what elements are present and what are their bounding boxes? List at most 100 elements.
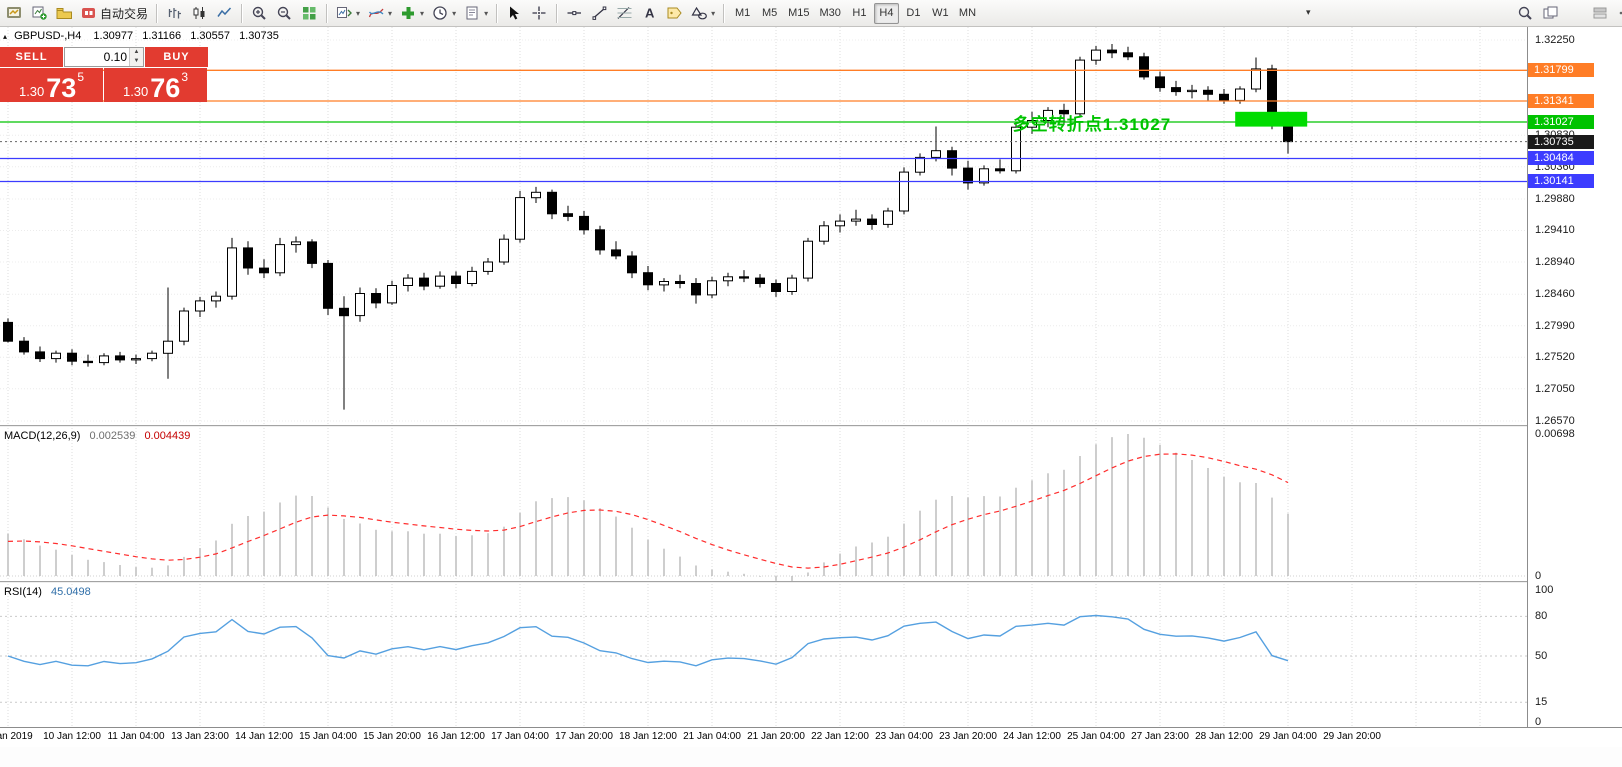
shapes-icon[interactable]: ▾ <box>687 2 719 25</box>
rsi-panel[interactable]: RSI(14) 45.0498 <box>0 584 1527 727</box>
zoom-out-icon[interactable] <box>272 2 297 25</box>
search-icon[interactable] <box>1513 1 1538 24</box>
time-label: 10 Jan 12:00 <box>43 731 101 742</box>
new-window-icon[interactable] <box>1538 1 1563 24</box>
lot-up-icon[interactable]: ▲ <box>130 48 143 57</box>
buy-price-display[interactable]: 1.30 76 3 <box>104 68 207 102</box>
panel-splitter-1[interactable] <box>0 425 1622 428</box>
time-label: 17 Jan 04:00 <box>491 731 549 742</box>
grid <box>0 428 1527 581</box>
chart-annotation-text[interactable]: 多空转折点1.31027 <box>1012 115 1172 135</box>
chevron-down-icon: ▾ <box>420 8 425 18</box>
rsi-scale-50: 50 <box>1535 650 1548 662</box>
sell-price-display[interactable]: 1.30 73 5 <box>0 68 103 102</box>
timeframe-h4[interactable]: H4 <box>873 2 899 24</box>
price-tick: 1.29880 <box>1535 192 1575 205</box>
charts-list-icon[interactable]: ▾ <box>332 2 364 25</box>
rsi-chart <box>0 584 1527 727</box>
buy-price-big: 76 <box>150 73 181 103</box>
chevron-down-icon: ▾ <box>452 8 457 18</box>
macd-signal-line <box>7 453 1289 569</box>
time-label: 28 Jan 12:00 <box>1195 731 1253 742</box>
timeframe-d1[interactable]: D1 <box>901 3 926 24</box>
timeframe-h1[interactable]: H1 <box>847 3 872 24</box>
timeframe-m1[interactable]: M1 <box>730 3 755 24</box>
rsi-line <box>7 614 1289 667</box>
new-chart-icon[interactable] <box>27 2 52 25</box>
profiles-icon[interactable] <box>52 2 77 25</box>
templates-icon[interactable]: ▾ <box>460 2 492 25</box>
periods-icon[interactable]: ▾ <box>428 2 460 25</box>
window-bottom-strip <box>0 747 1622 767</box>
rsi-scale-15: 15 <box>1535 696 1548 709</box>
macd-main-value: 0.002539 <box>89 430 136 442</box>
timeframe-w1[interactable]: W1 <box>928 3 953 24</box>
macd-scale-zero: 0 <box>1535 570 1542 582</box>
svg-text:A: A <box>645 6 655 21</box>
bar-chart-icon[interactable] <box>162 2 187 25</box>
timeframe-m5[interactable]: M5 <box>757 3 782 24</box>
time-label: 23 Jan 20:00 <box>939 731 997 742</box>
rsi-scale-80: 80 <box>1535 610 1548 623</box>
chevron-down-icon: ▾ <box>711 8 716 18</box>
tile-windows-icon[interactable] <box>297 2 322 25</box>
price-badge-1.31799: 1.31799 <box>1528 63 1594 78</box>
zoom-in-icon[interactable] <box>247 2 272 25</box>
time-label: 9 Jan 2019 <box>0 731 33 742</box>
chevron-down-icon: ▾ <box>388 8 393 18</box>
more-icon[interactable] <box>1613 1 1622 24</box>
timeframe-m30[interactable]: M30 <box>816 3 845 24</box>
autotrading-button[interactable]: 自动交易 <box>77 2 152 25</box>
horizontal-line-icon[interactable] <box>562 2 587 25</box>
cursor-icon[interactable] <box>502 2 527 25</box>
price-chart-panel[interactable]: ▴ GBPUSD-,H4 1.30977 1.31166 1.30557 1.3… <box>0 27 1527 425</box>
candlestick-chart-icon[interactable] <box>187 2 212 25</box>
buy-button[interactable]: BUY <box>145 47 208 67</box>
one-click-toggle-icon[interactable]: ▴ <box>3 32 8 41</box>
new-order-icon[interactable]: ▾ <box>396 2 428 25</box>
price-badge-1.30484: 1.30484 <box>1528 151 1594 166</box>
timeframe-mn[interactable]: MN <box>955 3 980 24</box>
lot-down-icon[interactable]: ▼ <box>130 57 143 66</box>
ohlc-open: 1.30977 <box>93 30 134 42</box>
lot-size-field[interactable]: ▲ ▼ <box>64 47 144 67</box>
time-label: 21 Jan 04:00 <box>683 731 741 742</box>
menu-icon[interactable] <box>2 2 27 25</box>
text-icon[interactable]: A <box>637 2 662 25</box>
line-chart-icon[interactable] <box>212 2 237 25</box>
panel-splitter-2[interactable] <box>0 581 1622 584</box>
lot-size-stepper[interactable]: ▲ ▼ <box>129 48 143 66</box>
time-label: 17 Jan 20:00 <box>555 731 613 742</box>
price-badge-1.31027: 1.31027 <box>1528 115 1594 130</box>
macd-histogram <box>7 434 1289 581</box>
toolbar-overflow-chevron[interactable]: ▾ <box>1306 7 1311 17</box>
label-icon[interactable] <box>662 2 687 25</box>
crosshair-icon[interactable] <box>527 2 552 25</box>
indicators-icon[interactable]: ▾ <box>364 2 396 25</box>
trendline-icon[interactable] <box>587 2 612 25</box>
sell-price-big: 73 <box>46 73 77 103</box>
rsi-value: 45.0498 <box>50 586 91 598</box>
time-axis[interactable]: 9 Jan 2019 10 Jan 12:00 11 Jan 04:00 13 Jan… <box>0 727 1622 747</box>
lot-size-input[interactable] <box>65 48 129 66</box>
timeframe-m15[interactable]: M15 <box>784 3 813 24</box>
highlight-rectangle[interactable] <box>1235 111 1308 127</box>
ohlc-close: 1.30735 <box>239 30 279 42</box>
macd-scale-max: 0.00698 <box>1535 428 1575 440</box>
price-tick: 1.32250 <box>1535 34 1575 46</box>
price-chart[interactable] <box>0 27 1527 425</box>
macd-panel[interactable]: MACD(12,26,9) 0.002539 0.004439 <box>0 428 1527 581</box>
chart-area[interactable]: ▴ GBPUSD-,H4 1.30977 1.31166 1.30557 1.3… <box>0 27 1527 767</box>
macd-name: MACD(12,26,9) <box>4 430 81 442</box>
macd-chart <box>0 428 1527 581</box>
sell-button[interactable]: SELL <box>0 47 63 67</box>
macd-signal-value: 0.004439 <box>144 430 191 442</box>
time-label: 29 Jan 20:00 <box>1323 731 1381 742</box>
time-label: 18 Jan 12:00 <box>619 731 677 742</box>
time-label: 14 Jan 12:00 <box>235 731 293 742</box>
dock-icon[interactable] <box>1588 1 1613 24</box>
fibonacci-icon[interactable] <box>612 2 637 25</box>
price-scale[interactable]: 1.322501.308301.303601.298801.294101.289… <box>1527 27 1622 767</box>
time-label: 15 Jan 20:00 <box>363 731 421 742</box>
